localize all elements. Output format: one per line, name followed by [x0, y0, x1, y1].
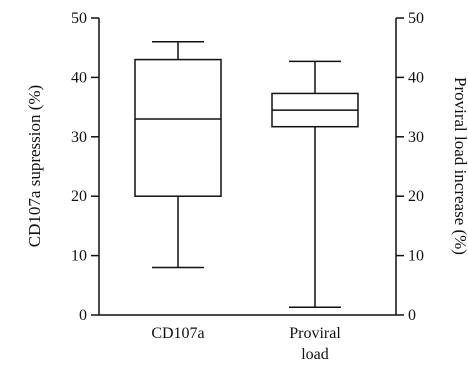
right-tick-label: 40	[408, 69, 424, 86]
category-label-group: CD107a Proviral load	[151, 325, 341, 363]
left-tick-group: 0 10 20 30 40 50	[71, 10, 99, 324]
category-label: CD107a	[151, 325, 204, 342]
left-tick-label: 0	[79, 307, 87, 324]
left-tick-label: 50	[71, 10, 87, 27]
right-tick-label: 10	[408, 248, 424, 265]
right-y-axis-label: Proviral load increase (%)	[451, 77, 468, 255]
category-label-line: load	[301, 346, 329, 363]
left-tick-label: 10	[71, 248, 87, 265]
right-tick-label: 30	[408, 129, 424, 146]
category-label: Proviral load	[289, 325, 341, 363]
right-tick-group: 0 10 20 30 40 50	[396, 10, 424, 324]
right-tick-label: 50	[408, 10, 424, 27]
box-group	[134, 41, 359, 309]
left-y-axis-label: CD107a supression (%)	[25, 85, 44, 247]
left-tick-label: 30	[71, 129, 87, 146]
category-label-line: Proviral	[289, 325, 341, 342]
left-tick-label: 40	[71, 69, 87, 86]
right-tick-label: 20	[408, 188, 424, 205]
right-tick-label: 0	[408, 307, 416, 324]
left-tick-label: 20	[71, 188, 87, 205]
category-label-line: CD107a	[151, 325, 204, 342]
interquartile-box	[134, 58, 222, 197]
